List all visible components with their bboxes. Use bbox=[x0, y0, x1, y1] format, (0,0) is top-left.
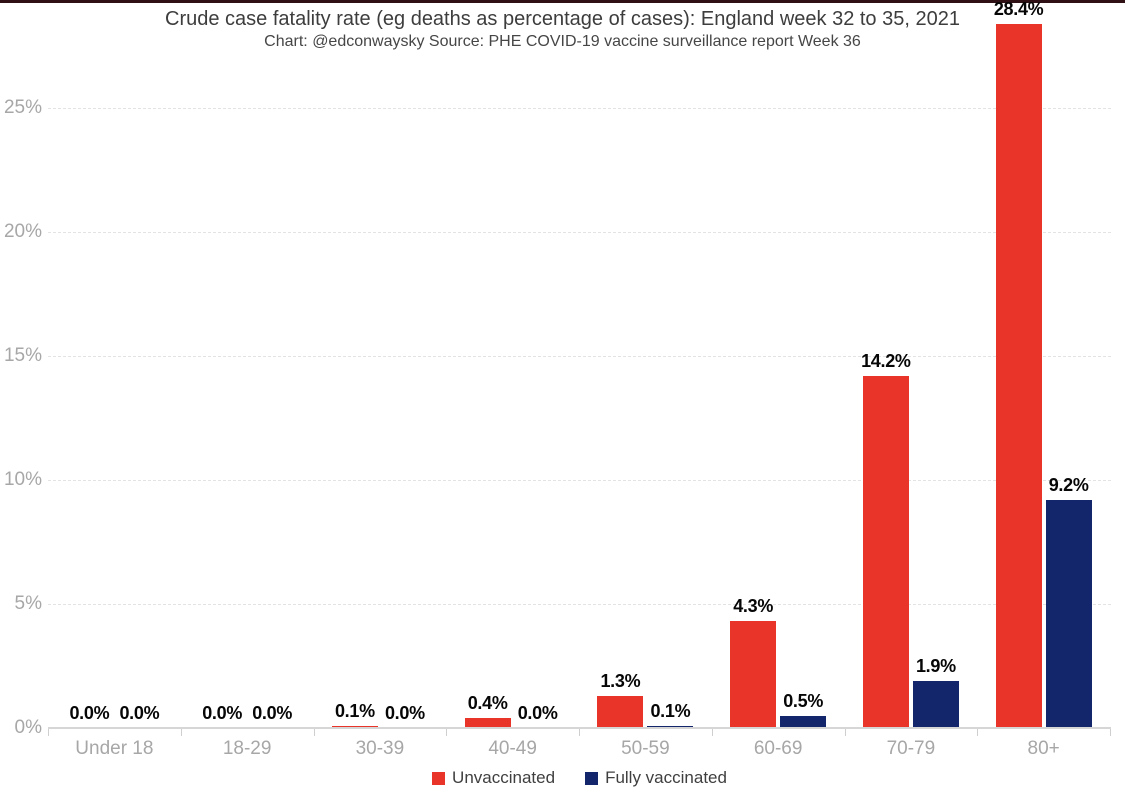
value-label: 0.1% bbox=[334, 700, 375, 721]
legend-swatch-icon bbox=[585, 771, 599, 785]
y-axis-tick-label: 15% bbox=[3, 345, 42, 366]
legend-swatch-icon bbox=[432, 771, 446, 785]
x-axis-tick bbox=[180, 729, 182, 736]
gridline-5pct bbox=[48, 604, 1111, 605]
legend-label: Unvaccinated bbox=[452, 768, 556, 787]
x-axis-tick bbox=[711, 729, 713, 736]
x-axis-tick bbox=[579, 729, 580, 736]
value-label: 0.0% bbox=[252, 703, 293, 723]
category-label-70-79: 70-79 bbox=[886, 738, 936, 759]
x-axis-tick bbox=[977, 729, 979, 736]
top-accent-rule bbox=[0, 0, 1125, 3]
bar-unvaccinated-30-39 bbox=[331, 725, 378, 728]
category-label-80+: 80+ bbox=[1027, 738, 1060, 759]
bar-unvaccinated-70-79 bbox=[862, 375, 909, 728]
bar-fully-vaccinated-60-69 bbox=[780, 715, 827, 728]
value-label: 0.0% bbox=[202, 703, 243, 723]
x-axis-tick bbox=[844, 729, 846, 736]
bar-unvaccinated-50-59 bbox=[597, 695, 644, 728]
value-label: 0.0% bbox=[517, 703, 558, 723]
value-label: 0.4% bbox=[467, 693, 508, 714]
value-label: 0.0% bbox=[384, 703, 425, 723]
gridline-10pct bbox=[48, 480, 1111, 481]
value-label: 14.2% bbox=[861, 350, 911, 371]
legend-item-fully-vaccinated: Fully vaccinated bbox=[585, 768, 727, 788]
category-label-40-49: 40-49 bbox=[488, 738, 537, 759]
gridline-15pct bbox=[48, 356, 1111, 357]
gridline-25pct bbox=[48, 108, 1111, 109]
x-axis-tick bbox=[1110, 729, 1111, 736]
legend-item-unvaccinated: Unvaccinated bbox=[432, 768, 555, 788]
x-axis-tick bbox=[446, 729, 448, 736]
value-label: 9.2% bbox=[1048, 474, 1089, 495]
x-axis-line bbox=[48, 727, 1111, 729]
legend: Unvaccinated Fully vaccinated bbox=[48, 768, 1111, 788]
category-label-18-29: 18-29 bbox=[222, 738, 272, 759]
y-axis-tick-label: 10% bbox=[3, 469, 42, 490]
value-label: 0.0% bbox=[69, 703, 110, 723]
bar-fully-vaccinated-50-59 bbox=[647, 725, 694, 728]
y-axis-tick-label: 20% bbox=[3, 221, 42, 242]
bar-unvaccinated-40-49 bbox=[464, 718, 511, 728]
plot-area: 0.0% 0.0% 0.0% 0.0% 0.1% 0.0% 0.4% 0.0% 1.3% 0.1%… bbox=[48, 0, 1110, 728]
value-label: 0.1% bbox=[650, 700, 691, 721]
y-axis-tick-label: 25% bbox=[3, 97, 42, 118]
y-axis-tick-label: 0% bbox=[14, 717, 42, 738]
value-label: 0.5% bbox=[783, 690, 824, 711]
value-label: 4.3% bbox=[733, 596, 774, 617]
y-axis-tick-label: 5% bbox=[14, 593, 42, 614]
bar-fully-vaccinated-80+ bbox=[1045, 499, 1092, 728]
bar-fully-vaccinated-70-79 bbox=[912, 680, 959, 728]
legend-label: Fully vaccinated bbox=[605, 768, 727, 787]
category-label-under-18: Under 18 bbox=[75, 738, 154, 759]
bar-unvaccinated-80+ bbox=[995, 23, 1042, 728]
bar-unvaccinated-60-69 bbox=[730, 621, 777, 728]
value-label: 1.3% bbox=[600, 670, 641, 691]
category-label-60-69: 60-69 bbox=[753, 738, 803, 759]
value-label: 0.0% bbox=[119, 703, 160, 723]
value-label: 28.4% bbox=[993, 0, 1044, 19]
x-axis-tick bbox=[48, 729, 49, 736]
value-label: 1.9% bbox=[915, 655, 956, 676]
x-axis-tick bbox=[313, 729, 315, 736]
gridline-20pct bbox=[48, 232, 1111, 233]
category-label-50-59: 50-59 bbox=[621, 738, 670, 759]
category-label-30-39: 30-39 bbox=[355, 738, 405, 759]
